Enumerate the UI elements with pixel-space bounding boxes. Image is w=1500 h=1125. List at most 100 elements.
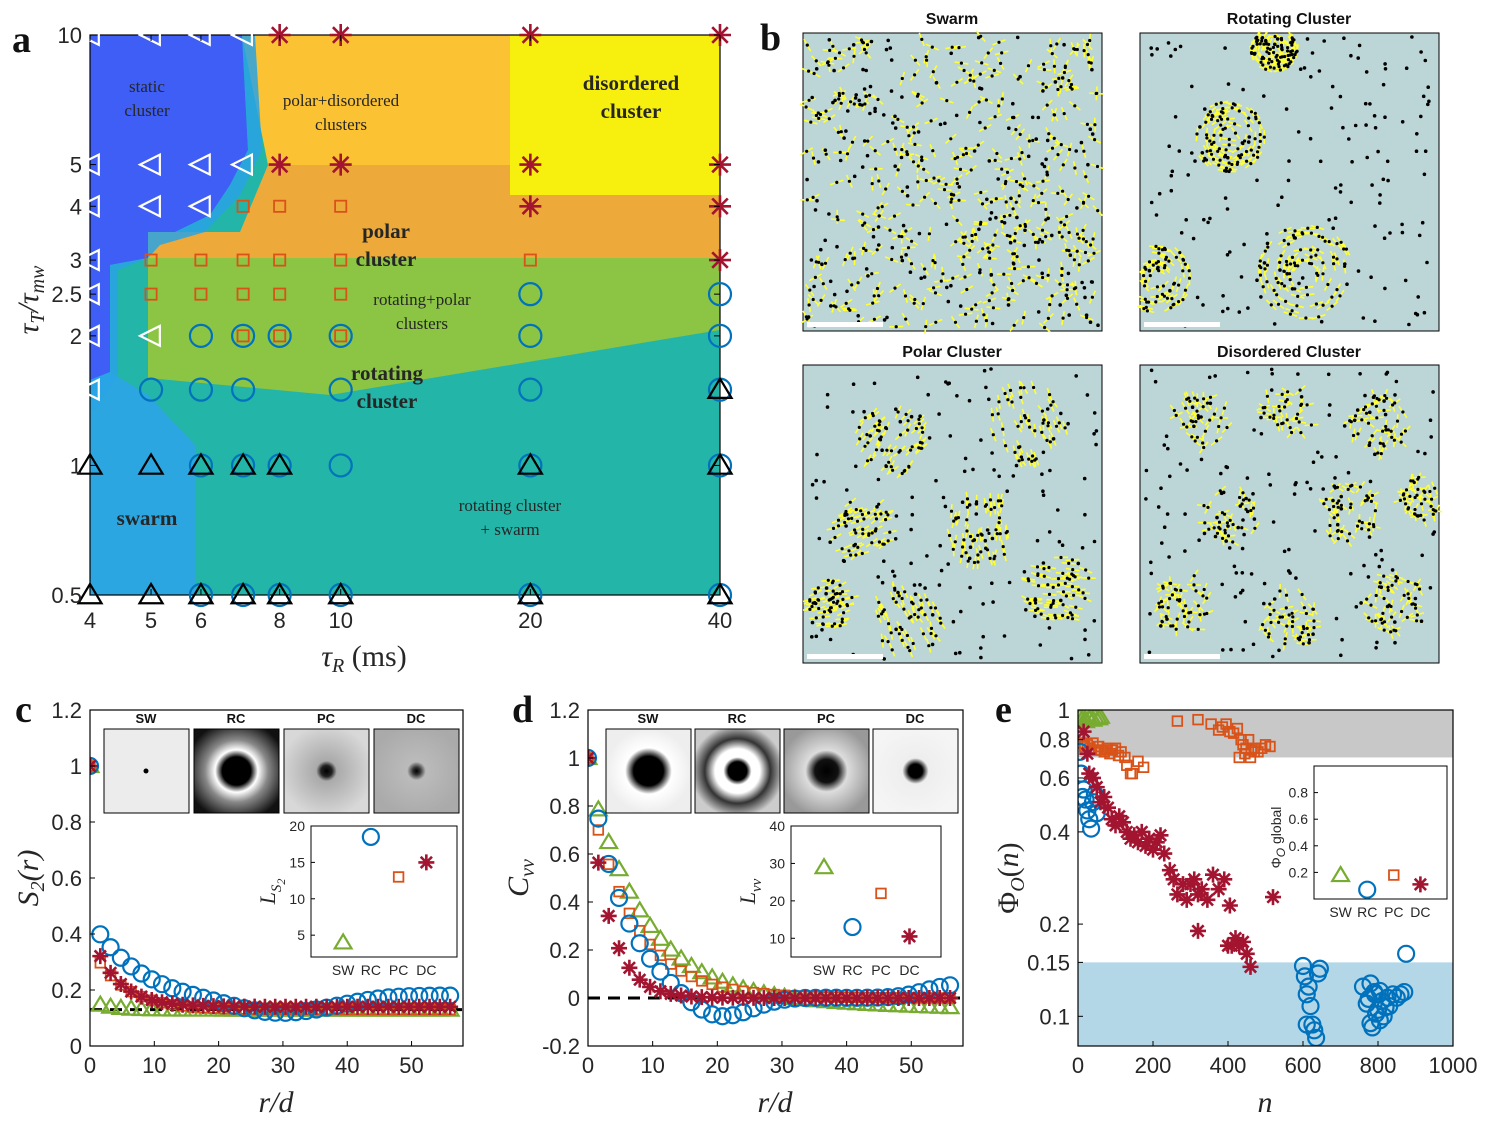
x-tick-label: 4 — [84, 608, 96, 633]
label-static-1: static — [129, 77, 165, 96]
marker-dc — [329, 153, 352, 176]
x-tick-label: 10 — [640, 1053, 664, 1078]
phi-axes: 0 200 400 600 800 1000 0.1 0.15 0.2 0.4 0.6 0.8 1 — [1027, 698, 1477, 1078]
inset-point-pc — [875, 887, 887, 900]
y-tick-label: 0.2 — [549, 938, 580, 963]
point-rc — [640, 949, 660, 968]
point-dc — [236, 998, 253, 1015]
point-dc — [1205, 866, 1221, 883]
marker-rc — [518, 323, 543, 348]
marker-static — [187, 194, 211, 218]
point-sw — [1078, 710, 1096, 729]
point-rc — [1310, 959, 1329, 978]
s2-image-sw-peak — [143, 768, 149, 774]
point-sw — [898, 995, 920, 1013]
point-pc — [1126, 767, 1139, 780]
marker-static — [76, 23, 100, 47]
point-dc — [1216, 871, 1233, 888]
snapshots: b Swarm Rotating Cluster Polar Cluster D… — [760, 11, 1443, 664]
inset-x-label: RC — [361, 962, 381, 978]
inset-x-label: SW — [813, 962, 836, 978]
point-dc — [931, 990, 948, 1006]
inset-x-label: DC — [416, 962, 436, 978]
point-sw — [650, 928, 671, 946]
y-tick-label: 5 — [70, 153, 82, 178]
marker-static — [229, 152, 254, 177]
point-rc — [142, 970, 161, 989]
inset-point-dc — [1412, 876, 1429, 893]
point-pc — [1171, 715, 1184, 727]
point-dc — [370, 998, 387, 1015]
phase-regions — [90, 35, 720, 595]
point-rc — [609, 888, 629, 908]
marker-rc — [518, 377, 543, 402]
x-tick-label: 6 — [195, 608, 207, 633]
snapshot-title-polar: Polar Cluster — [902, 344, 1002, 361]
point-dc — [1115, 814, 1131, 831]
point-dc — [359, 998, 376, 1015]
point-pc — [644, 938, 656, 951]
point-dc — [256, 998, 273, 1015]
label-swarm: swarm — [117, 506, 178, 530]
point-dc — [1165, 871, 1182, 888]
cvv-inset-images: SW RC PC DC — [605, 711, 959, 814]
point-dc — [693, 989, 710, 1006]
point-dc — [1148, 834, 1165, 851]
inset-y-label: 0.2 — [1289, 864, 1309, 880]
marker-static — [76, 282, 100, 306]
point-rc — [620, 914, 639, 933]
x-tick-label: 10 — [328, 608, 352, 633]
point-rc — [1397, 944, 1416, 963]
y-tick-label: 0.8 — [51, 810, 82, 835]
marker-pc — [236, 329, 250, 343]
y-tick-label: 0 — [568, 986, 580, 1011]
x-tick-label: 800 — [1360, 1053, 1397, 1078]
point-dc — [380, 998, 397, 1015]
snapshot-frame — [802, 364, 1103, 664]
point-dc — [174, 996, 191, 1013]
cvv-image-title-sw: SW — [638, 711, 660, 726]
point-dc — [838, 989, 855, 1006]
point-dc — [1227, 930, 1244, 947]
point-dc — [652, 983, 669, 1000]
point-rc — [1297, 1015, 1316, 1034]
y-tick-label: 0.4 — [51, 922, 82, 947]
particles — [1144, 367, 1438, 659]
snapshot-polar-cluster — [802, 364, 1103, 664]
point-dc — [143, 991, 160, 1008]
point-dc — [226, 998, 243, 1015]
y-tick-label: 0.4 — [549, 890, 580, 915]
point-dc — [600, 907, 617, 924]
marker-rc — [328, 453, 353, 478]
point-sw — [908, 995, 930, 1014]
marker-static — [76, 377, 100, 402]
y-tick-label: 1 — [1058, 698, 1070, 723]
marker-static — [76, 324, 100, 348]
point-dc — [1133, 823, 1150, 840]
y-tick-label: 0.8 — [549, 794, 580, 819]
marker-sw — [516, 452, 544, 475]
inset-y-label: 10 — [769, 930, 785, 946]
point-pc — [1212, 724, 1225, 736]
point-dc — [786, 989, 803, 1006]
point-dc — [318, 998, 335, 1015]
marker-sw — [706, 581, 734, 605]
y-tick-label: 3 — [70, 248, 82, 273]
point-dc — [339, 998, 356, 1015]
point-dc — [755, 989, 772, 1006]
point-dc — [1096, 788, 1113, 805]
particles — [1142, 34, 1431, 328]
cvv-image-sw — [605, 728, 692, 814]
point-dc — [1118, 823, 1135, 840]
point-dc — [1221, 897, 1238, 914]
marker-pc — [194, 253, 208, 267]
snapshot-title-disordered: Disordered Cluster — [1217, 344, 1361, 361]
inset-x-label: SW — [1329, 904, 1352, 920]
inset-y-label: 30 — [769, 855, 785, 871]
point-dc — [1130, 834, 1146, 851]
point-dc — [911, 990, 928, 1006]
point-dc — [673, 987, 690, 1004]
point-dc — [880, 990, 896, 1006]
label-rotating-1: rotating — [351, 361, 423, 385]
y-tick-label: 2.5 — [51, 282, 82, 307]
